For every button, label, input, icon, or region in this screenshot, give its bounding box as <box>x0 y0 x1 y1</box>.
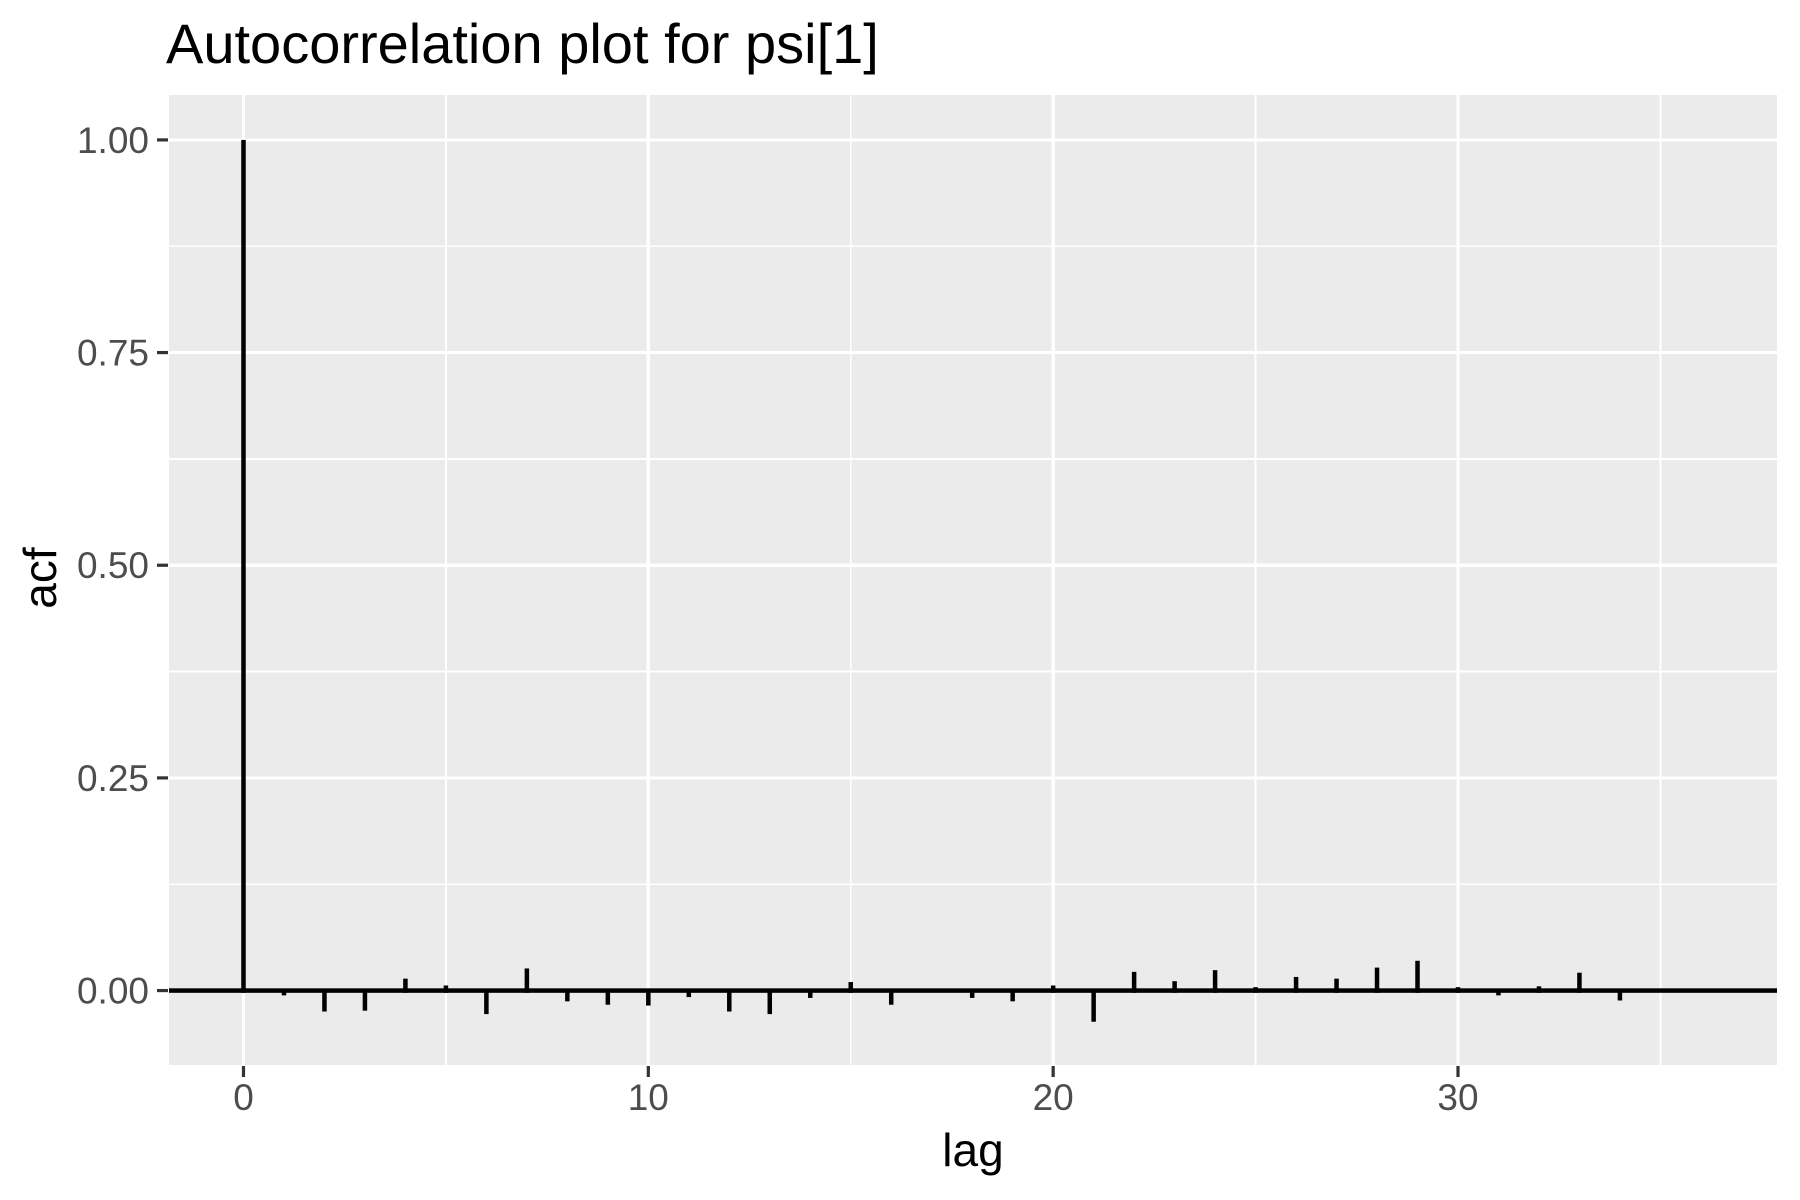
acf-bar-lag-6 <box>484 990 489 1015</box>
x-axis-title: lag <box>942 1124 1003 1176</box>
y-tick-label: 1.00 <box>77 120 149 161</box>
acf-bar-lag-16 <box>888 990 894 1005</box>
acf-bar-lag-21 <box>1091 990 1096 1022</box>
acf-bar-lag-12 <box>727 990 732 1012</box>
acf-bar-lag-34 <box>1617 990 1623 1001</box>
acf-bar-lag-15 <box>848 982 853 993</box>
acf-bar-lag-2 <box>322 990 327 1012</box>
acf-bar-lag-32 <box>1536 986 1542 993</box>
x-tick-label: 30 <box>1437 1077 1478 1118</box>
y-tick-label: 0.00 <box>77 971 149 1012</box>
x-tick-label: 0 <box>233 1077 254 1118</box>
acf-bar-lag-8 <box>565 990 570 1002</box>
axis-tick-marks <box>157 138 1460 1077</box>
x-tick-label: 20 <box>1033 1077 1074 1118</box>
acf-bar-lag-7 <box>524 968 530 993</box>
acf-bar-lag-10 <box>646 990 651 1006</box>
x-tick-label: 10 <box>628 1077 669 1118</box>
acf-bar-lag-23 <box>1172 981 1177 993</box>
acf-bar-lag-20 <box>1050 985 1056 993</box>
acf-bars <box>169 139 1777 1022</box>
acf-bar-lag-0 <box>241 139 246 993</box>
acf-bar-lag-14 <box>808 990 813 998</box>
y-tick-label: 0.75 <box>77 333 149 374</box>
acf-bar-lag-5 <box>443 985 449 993</box>
acf-bar-lag-22 <box>1131 971 1137 993</box>
y-tick-label: 0.25 <box>77 758 149 799</box>
acf-bar-lag-1 <box>281 990 287 996</box>
acf-bar-lag-18 <box>969 990 975 998</box>
acf-bar-lag-26 <box>1293 976 1299 993</box>
acf-bar-lag-19 <box>1010 990 1015 1002</box>
chart-title: Autocorrelation plot for psi[1] <box>166 12 879 75</box>
plot-panel <box>169 95 1777 1065</box>
acf-bar-lag-30 <box>1455 987 1461 993</box>
acf-bar-lag-13 <box>767 990 773 1015</box>
acf-bar-lag-33 <box>1577 972 1582 993</box>
acf-bar-lag-25 <box>1253 987 1258 993</box>
acf-bar-lag-29 <box>1415 960 1420 993</box>
acf-bar-lag-9 <box>605 990 611 1005</box>
acf-bar-lag-31 <box>1496 990 1501 996</box>
acf-bar-lag-27 <box>1334 978 1339 993</box>
acf-bar-lag-4 <box>403 978 408 993</box>
y-axis-title: acf <box>14 547 66 609</box>
acf-bar-lag-11 <box>686 990 692 998</box>
axis-tick-labels: 0 10 20 30 0.00 0.25 0.50 0.75 1.00 <box>77 120 1479 1118</box>
acf-bar-lag-24 <box>1212 970 1218 993</box>
acf-bar-lag-28 <box>1374 967 1380 993</box>
acf-bar-lag-3 <box>362 990 368 1011</box>
y-tick-label: 0.50 <box>77 545 149 586</box>
minor-gridlines <box>169 95 1777 1065</box>
